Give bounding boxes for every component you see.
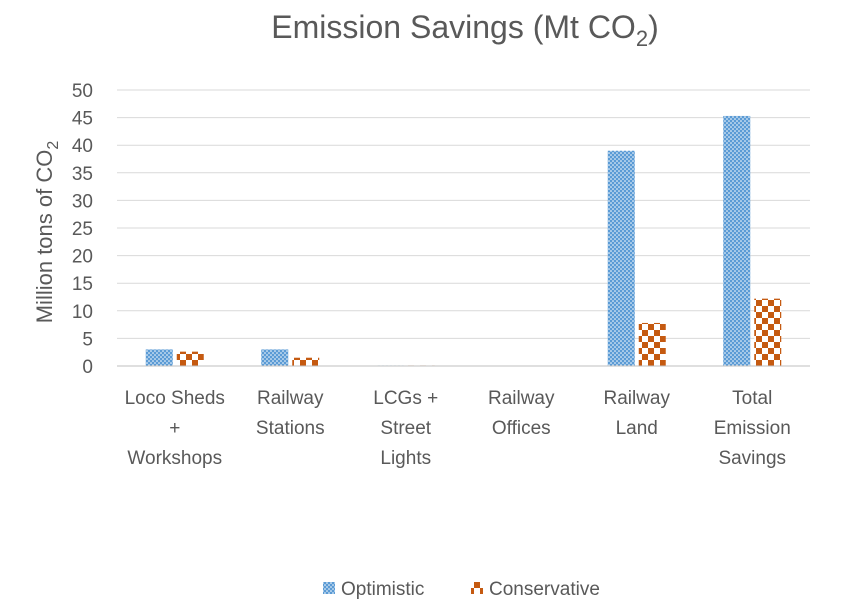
chart-title-main: Emission Savings (Mt CO [271, 9, 636, 45]
chart-title-subscript: 2 [636, 26, 648, 51]
legend-label-optimistic: Optimistic [341, 579, 424, 600]
y-tick-label: 20 [72, 247, 93, 268]
bar-conservative [754, 298, 782, 366]
chart-title-end: ) [648, 9, 659, 45]
chart-title: Emission Savings (Mt CO2) [271, 9, 658, 51]
bar-optimistic [607, 150, 635, 366]
bar-optimistic [723, 115, 751, 366]
y-tick-label: 15 [72, 274, 93, 295]
category-label: Loco Sheds + Workshops [125, 388, 225, 469]
y-axis-label-subscript: 2 [45, 141, 62, 150]
category-label: Railway Offices [488, 388, 555, 439]
category-label: Total Emission Savings [714, 388, 791, 469]
y-tick-label: 35 [72, 164, 93, 185]
bar-optimistic [145, 349, 173, 366]
legend-swatch-conservative [471, 582, 483, 594]
bar-conservative [638, 322, 666, 366]
y-tick-label: 10 [72, 302, 93, 323]
y-tick-label: 25 [72, 219, 93, 240]
category-label: Railway Stations [256, 388, 325, 439]
y-tick-label: 30 [72, 191, 93, 212]
y-tick-label: 0 [82, 357, 93, 378]
bar-optimistic [261, 349, 289, 366]
legend: Optimistic Conservative [323, 579, 600, 600]
y-axis-label-main: Million tons of CO [32, 150, 57, 324]
y-tick-label: 40 [72, 136, 93, 157]
y-axis-label: Million tons of CO2 [32, 141, 62, 324]
category-label: Railway Land [603, 388, 670, 439]
bar-conservative [176, 351, 204, 366]
legend-swatch-optimistic [323, 582, 335, 594]
y-tick-label: 45 [72, 109, 93, 130]
y-axis-ticks: 0 5 10 15 20 25 30 35 40 45 50 [72, 81, 93, 378]
category-label: LCGs + Street Lights [373, 388, 438, 469]
bar-conservative [292, 357, 320, 366]
x-axis-categories: Loco Sheds + Workshops Railway Stations LCGs … [125, 388, 791, 469]
legend-label-conservative: Conservative [489, 579, 600, 600]
gridlines [117, 89, 810, 339]
bars [145, 115, 782, 366]
y-tick-label: 50 [72, 81, 93, 102]
y-tick-label: 5 [82, 329, 93, 350]
